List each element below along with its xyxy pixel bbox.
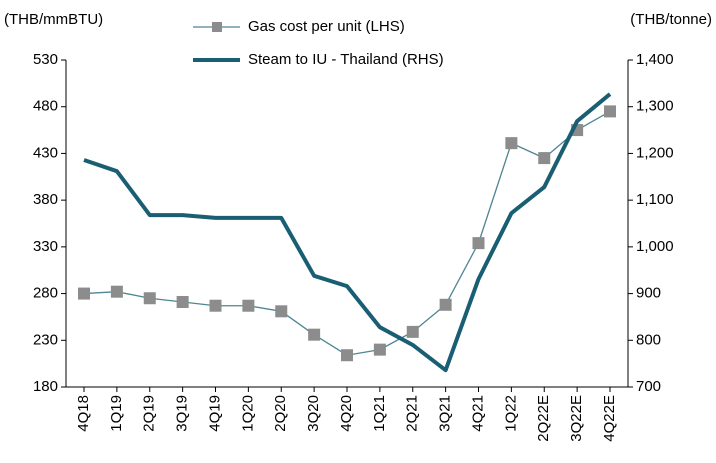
x-tick-label: 4Q20 — [338, 395, 355, 432]
y2-tick-label: 900 — [636, 285, 661, 302]
legend-label: Gas cost per unit (LHS) — [248, 18, 405, 35]
marker — [406, 325, 419, 338]
marker — [373, 343, 386, 356]
marker — [472, 237, 485, 250]
marker — [110, 285, 123, 298]
y-tick-label: 430 — [33, 144, 58, 161]
legend-label: Steam to IU - Thailand (RHS) — [248, 51, 444, 68]
marker — [604, 105, 616, 118]
marker — [439, 298, 452, 311]
y-tick-label: 280 — [33, 285, 58, 302]
legend-marker — [212, 22, 222, 32]
x-tick-label: 2Q21 — [404, 395, 421, 432]
marker — [341, 349, 353, 362]
y-tick-label: 530 — [33, 51, 58, 68]
y-tick-label: 230 — [33, 331, 58, 348]
x-tick-label: 4Q22E — [601, 395, 618, 442]
x-tick-label: 1Q21 — [371, 395, 388, 432]
y2-tick-label: 800 — [636, 331, 661, 348]
y-axis-title: (THB/mmBTU) — [4, 11, 103, 28]
x-tick-label: 2Q19 — [141, 395, 158, 432]
marker — [176, 295, 189, 308]
x-tick-label: 1Q20 — [239, 395, 256, 432]
y-tick-label: 480 — [33, 98, 58, 115]
x-tick-label: 3Q20 — [305, 395, 322, 432]
x-tick-label: 2Q22E — [535, 395, 552, 442]
y2-axis-title: (THB/tonne) — [630, 11, 712, 28]
series-line — [83, 110, 611, 356]
x-tick-label: 3Q22E — [568, 395, 585, 442]
y2-tick-label: 1,100 — [636, 191, 674, 208]
marker — [209, 299, 222, 312]
marker — [78, 287, 90, 300]
y-tick-label: 380 — [33, 191, 58, 208]
y2-tick-label: 1,300 — [636, 98, 674, 115]
y-tick-label: 180 — [33, 378, 58, 395]
x-tick-label: 3Q19 — [174, 395, 191, 432]
x-tick-label: 3Q21 — [437, 395, 454, 432]
marker — [505, 137, 518, 150]
x-tick-label: 2Q20 — [272, 395, 289, 432]
y2-tick-label: 1,000 — [636, 238, 674, 255]
marker — [538, 152, 551, 165]
marker — [242, 299, 255, 312]
x-tick-label: 1Q19 — [108, 395, 125, 432]
y2-tick-label: 1,200 — [636, 144, 674, 161]
x-tick-label: 4Q18 — [75, 395, 92, 432]
x-tick-label: 4Q21 — [469, 395, 486, 432]
y-tick-label: 330 — [33, 238, 58, 255]
x-tick-label: 1Q22 — [502, 395, 519, 432]
marker — [308, 328, 321, 341]
marker — [275, 305, 288, 318]
series-line — [83, 92, 612, 373]
x-tick-label: 4Q19 — [206, 395, 223, 432]
y2-tick-label: 1,400 — [636, 51, 674, 68]
marker — [143, 292, 156, 305]
y2-tick-label: 700 — [636, 378, 661, 395]
